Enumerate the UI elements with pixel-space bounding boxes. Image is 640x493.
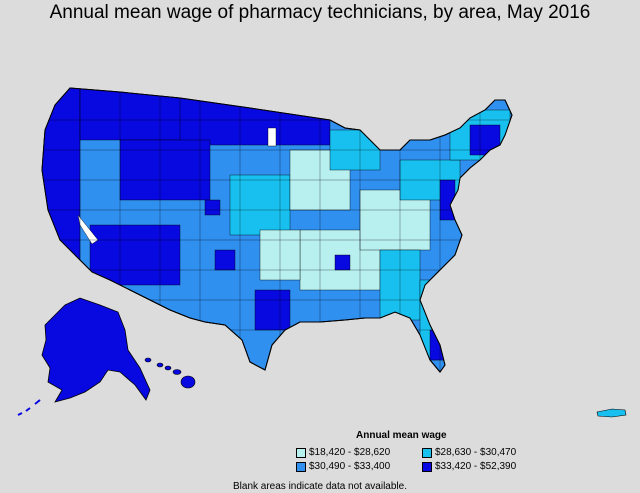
- legend-label: $28,630 - $30,470: [435, 447, 517, 458]
- legend-swatch: [296, 447, 306, 458]
- legend-label: $33,420 - $52,390: [435, 461, 517, 472]
- alaska: [17, 297, 151, 416]
- legend-swatch: [296, 461, 306, 472]
- legend-title: Annual mean wage: [356, 430, 447, 441]
- legend-swatch: [422, 461, 432, 472]
- legend-item: $18,420 - $28,620: [296, 447, 416, 458]
- legend-label: $30,490 - $33,400: [309, 461, 391, 472]
- legend-swatch: [422, 447, 432, 458]
- legend: Annual mean wage $18,420 - $28,620 $28,6…: [296, 430, 556, 472]
- legend-item: $30,490 - $33,400: [296, 461, 416, 472]
- map-title: Annual mean wage of pharmacy technicians…: [49, 2, 591, 23]
- puerto-rico: [596, 408, 627, 418]
- footnote: Blank areas indicate data not available.: [232, 481, 407, 492]
- legend-label: $18,420 - $28,620: [309, 447, 391, 458]
- hawaii: [144, 357, 196, 389]
- legend-item: $28,630 - $30,470: [422, 447, 552, 458]
- legend-item: $33,420 - $52,390: [422, 461, 552, 472]
- continental-us: [41, 87, 513, 373]
